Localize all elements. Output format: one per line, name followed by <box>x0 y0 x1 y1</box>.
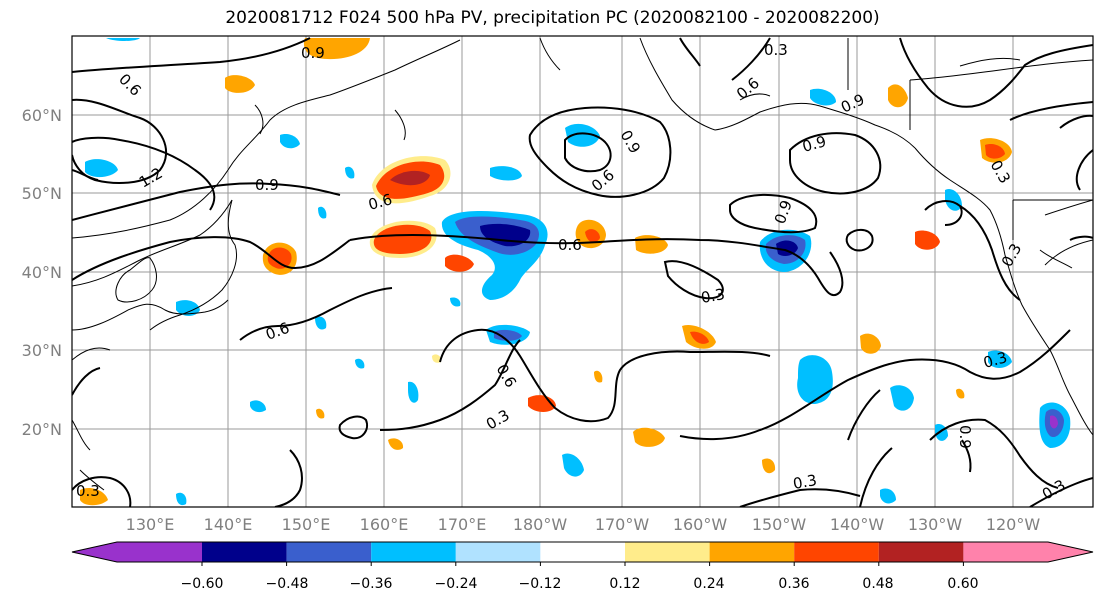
lon-label: 170°E <box>438 515 487 534</box>
contour-label: 0.9 <box>617 127 645 157</box>
lat-label-20n: 20°N <box>22 420 62 439</box>
colorbar-segment <box>117 542 202 562</box>
latitude-labels: 20°N 30°N 40°N 50°N 60°N <box>22 106 62 439</box>
lon-label: 150°W <box>752 515 807 534</box>
colorbar-segment <box>286 542 372 562</box>
lon-label: 140°E <box>204 515 253 534</box>
colorbar-tick-label: −0.48 <box>266 576 309 592</box>
colorbar-segment <box>709 542 795 562</box>
lon-label: 140°W <box>830 515 885 534</box>
contour-label: 0.6 <box>493 361 521 391</box>
colorbar-tick-label: 0.24 <box>693 576 724 592</box>
colorbar-tick-label: −0.12 <box>519 576 562 592</box>
colorbar-segment <box>371 542 456 562</box>
map-area: 0.9 0.6 1.2 0.9 0.6 0.6 0.3 0.6 0.3 0.6 … <box>72 36 1093 507</box>
contour-label: 0.3 <box>764 41 788 59</box>
contour-label: 0.9 <box>771 198 796 227</box>
contour-label: 0.3 <box>981 348 1009 372</box>
contour-label: 0.6 <box>558 236 582 254</box>
colorbar-tick-label: 0.48 <box>862 576 893 592</box>
contour-label: 0.6 <box>115 70 145 100</box>
lon-label: 130°E <box>126 515 175 534</box>
contour-label: 0.3 <box>792 471 819 493</box>
contour-label: 0.9 <box>956 425 974 449</box>
colorbar-tick-label: 0.12 <box>609 576 640 592</box>
contour-label: 0.3 <box>700 285 727 307</box>
lon-label: 160°E <box>360 515 409 534</box>
contour-label: 0.3 <box>998 240 1026 270</box>
lat-label-40n: 40°N <box>22 263 62 282</box>
colorbar-segment <box>878 542 964 562</box>
contour-label: 0.3 <box>76 482 100 500</box>
colorbar-tick-label: 0.36 <box>778 576 809 592</box>
contour-label: 0.9 <box>800 132 828 156</box>
colorbar-extend-max <box>1048 542 1093 562</box>
lon-label: 150°E <box>282 515 331 534</box>
contour-label: 0.6 <box>733 74 763 103</box>
pv-contours <box>72 37 1093 507</box>
colorbar-extend-min <box>72 542 117 562</box>
colorbar-tick-label: 0.60 <box>947 576 978 592</box>
colorbar-ticks: −0.60 −0.48 −0.36 −0.24 −0.12 0.12 0.24 … <box>181 576 979 592</box>
colorbar <box>71 541 1094 566</box>
map-title: 2020081712 F024 500 hPa PV, precipitatio… <box>225 8 880 28</box>
lon-label: 130°W <box>908 515 963 534</box>
colorbar-outline <box>71 541 1094 563</box>
colorbar-tick-label: −0.60 <box>181 576 224 592</box>
colorbar-segment <box>202 542 287 562</box>
map-frame <box>71 35 1094 508</box>
colorbar-segment <box>455 542 541 562</box>
lon-label: 170°W <box>595 515 650 534</box>
precip-shading <box>80 38 1071 506</box>
lat-label-30n: 30°N <box>22 341 62 360</box>
contour-label: 0.6 <box>366 190 394 214</box>
longitude-labels: 130°E 140°E 150°E 160°E 170°E 180°W 170°… <box>126 515 1041 534</box>
colorbar-segment <box>625 542 710 562</box>
colorbar-tick-label: −0.24 <box>435 576 478 592</box>
colorbar-segment <box>794 542 879 562</box>
colorbar-segment <box>963 542 1048 562</box>
coastlines <box>72 37 1093 491</box>
lon-label: 180°W <box>513 515 568 534</box>
lat-label-60n: 60°N <box>22 106 62 125</box>
contour-label: 0.9 <box>255 176 279 194</box>
lon-label: 120°W <box>986 515 1041 534</box>
lon-label: 160°W <box>673 515 728 534</box>
colorbar-segment <box>540 542 625 562</box>
lat-label-50n: 50°N <box>22 184 62 203</box>
contour-label: 0.6 <box>263 319 292 344</box>
colorbar-tick-label: −0.36 <box>350 576 393 592</box>
contour-label: 0.9 <box>301 44 325 62</box>
